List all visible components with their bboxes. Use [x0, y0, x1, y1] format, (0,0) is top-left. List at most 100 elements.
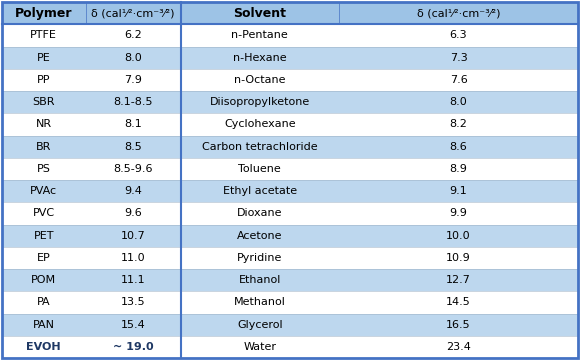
Text: 8.0: 8.0: [450, 97, 467, 107]
Bar: [339, 336, 578, 358]
Bar: [339, 24, 578, 46]
Bar: [180, 314, 339, 336]
Bar: [85, 24, 180, 46]
Text: Water: Water: [243, 342, 276, 352]
Bar: [85, 180, 180, 202]
Bar: [85, 269, 180, 291]
Text: PA: PA: [37, 297, 50, 307]
Text: EP: EP: [37, 253, 50, 263]
Bar: [339, 135, 578, 158]
Text: 12.7: 12.7: [446, 275, 471, 285]
Bar: [2, 336, 85, 358]
Text: NR: NR: [36, 120, 52, 129]
Bar: [180, 24, 339, 46]
Bar: [85, 46, 180, 69]
Bar: [85, 69, 180, 91]
Bar: [339, 202, 578, 225]
Text: Diisopropylketone: Diisopropylketone: [209, 97, 310, 107]
Text: 14.5: 14.5: [446, 297, 471, 307]
Text: Ethyl acetate: Ethyl acetate: [223, 186, 297, 196]
Text: PP: PP: [37, 75, 50, 85]
Bar: [339, 225, 578, 247]
Bar: [2, 24, 85, 46]
Text: PS: PS: [37, 164, 50, 174]
Text: 7.3: 7.3: [450, 53, 467, 63]
Bar: [339, 180, 578, 202]
Text: 8.5: 8.5: [124, 141, 142, 152]
Text: 10.9: 10.9: [446, 253, 471, 263]
Bar: [85, 225, 180, 247]
Text: 7.6: 7.6: [450, 75, 467, 85]
Text: Solvent: Solvent: [233, 6, 287, 20]
Text: BR: BR: [36, 141, 52, 152]
Text: n-Octane: n-Octane: [234, 75, 285, 85]
Text: 8.2: 8.2: [450, 120, 467, 129]
Bar: [2, 291, 85, 314]
Bar: [2, 91, 85, 113]
Bar: [180, 225, 339, 247]
Bar: [339, 158, 578, 180]
Text: 8.1: 8.1: [124, 120, 142, 129]
Bar: [2, 225, 85, 247]
Text: 8.1-8.5: 8.1-8.5: [113, 97, 153, 107]
Text: 9.9: 9.9: [450, 208, 467, 219]
Text: 15.4: 15.4: [121, 320, 146, 330]
Text: 6.2: 6.2: [124, 30, 142, 40]
Bar: [339, 247, 578, 269]
Text: Glycerol: Glycerol: [237, 320, 282, 330]
Text: 9.4: 9.4: [124, 186, 142, 196]
Bar: [85, 247, 180, 269]
Text: Acetone: Acetone: [237, 231, 282, 240]
Bar: [85, 2, 180, 24]
Text: 8.5-9.6: 8.5-9.6: [113, 164, 153, 174]
Bar: [2, 2, 85, 24]
Bar: [85, 158, 180, 180]
Bar: [180, 247, 339, 269]
Text: 8.0: 8.0: [124, 53, 142, 63]
Bar: [180, 336, 339, 358]
Text: 8.6: 8.6: [450, 141, 467, 152]
Bar: [180, 180, 339, 202]
Text: PAN: PAN: [32, 320, 55, 330]
Bar: [339, 46, 578, 69]
Bar: [2, 46, 85, 69]
Text: 11.1: 11.1: [121, 275, 146, 285]
Bar: [180, 158, 339, 180]
Text: n-Pentane: n-Pentane: [231, 30, 288, 40]
Text: PE: PE: [37, 53, 50, 63]
Bar: [85, 202, 180, 225]
Bar: [2, 135, 85, 158]
Bar: [339, 113, 578, 135]
Bar: [180, 2, 339, 24]
Text: Dioxane: Dioxane: [237, 208, 282, 219]
Bar: [339, 269, 578, 291]
Bar: [2, 314, 85, 336]
Text: PET: PET: [34, 231, 54, 240]
Bar: [180, 269, 339, 291]
Bar: [2, 202, 85, 225]
Bar: [180, 91, 339, 113]
Text: 6.3: 6.3: [450, 30, 467, 40]
Bar: [180, 69, 339, 91]
Bar: [339, 69, 578, 91]
Bar: [180, 202, 339, 225]
Text: POM: POM: [31, 275, 56, 285]
Text: Pyridine: Pyridine: [237, 253, 282, 263]
Bar: [2, 180, 85, 202]
Text: 16.5: 16.5: [446, 320, 471, 330]
Bar: [85, 91, 180, 113]
Bar: [180, 46, 339, 69]
Text: n-Hexane: n-Hexane: [233, 53, 287, 63]
Text: PVC: PVC: [32, 208, 55, 219]
Text: EVOH: EVOH: [27, 342, 61, 352]
Bar: [339, 314, 578, 336]
Text: Toluene: Toluene: [238, 164, 281, 174]
Bar: [85, 291, 180, 314]
Text: 9.1: 9.1: [450, 186, 467, 196]
Text: Polymer: Polymer: [15, 6, 72, 20]
Text: Methanol: Methanol: [234, 297, 286, 307]
Bar: [339, 91, 578, 113]
Text: 8.9: 8.9: [450, 164, 467, 174]
Text: Ethanol: Ethanol: [238, 275, 281, 285]
Text: ~ 19.0: ~ 19.0: [113, 342, 153, 352]
